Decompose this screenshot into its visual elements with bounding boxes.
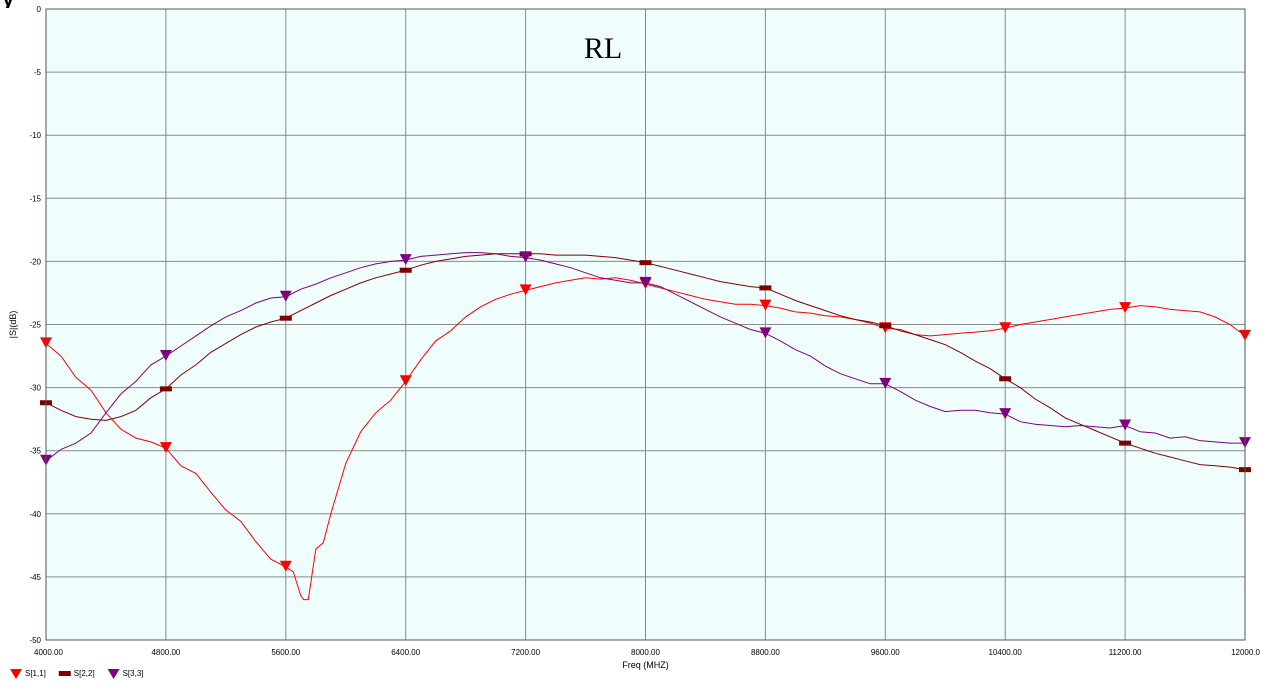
series-marker	[999, 322, 1012, 334]
y-axis-title: |S|(dB)	[8, 311, 18, 339]
x-tick-label: 9600.00	[871, 648, 900, 657]
series-marker	[159, 442, 172, 454]
series-marker	[399, 254, 412, 266]
series-markers	[40, 251, 1251, 572]
y-tick-label: -50	[29, 636, 41, 645]
x-tick-label: 8800.00	[751, 648, 780, 657]
x-tick-label: 8000.00	[631, 648, 660, 657]
legend: S[1,1] S[2,2] S[3,3]	[10, 669, 144, 679]
series-marker	[279, 290, 292, 302]
y-tick-label: -35	[29, 447, 41, 456]
legend-marker-1	[10, 669, 22, 679]
x-tick-label: 10400.00	[989, 648, 1023, 657]
series-marker	[639, 260, 652, 266]
series-marker	[759, 285, 772, 291]
y-tick-label: -5	[34, 68, 42, 77]
series-line-1	[45, 277, 1246, 601]
series-marker	[999, 408, 1012, 420]
series-marker	[1119, 419, 1132, 431]
series-marker	[399, 267, 412, 273]
series-marker	[279, 560, 292, 572]
cropped-header-glyph: y	[2, 0, 24, 8]
y-tick-label: 0	[37, 5, 42, 14]
legend-marker-2	[58, 671, 71, 676]
series-marker	[759, 327, 772, 339]
y-tick-labels: 0 -5 -10 -15 -20 -25 -30 -35 -40 -45 -50	[29, 5, 41, 645]
y-tick-label: -15	[29, 194, 41, 203]
series-marker	[519, 284, 532, 296]
x-tick-label: 11200.00	[1109, 648, 1142, 657]
legend-label-3: S[3,3]	[123, 669, 144, 678]
x-tick-label: 7200.00	[511, 648, 540, 657]
series-marker	[1119, 440, 1132, 446]
x-axis-title: Freq (MHZ)	[622, 660, 669, 670]
y-tick-label: -40	[29, 510, 41, 519]
legend-marker-3	[107, 669, 120, 679]
series-marker	[279, 315, 292, 321]
series-marker	[639, 276, 652, 288]
x-tick-label: 5600.00	[271, 648, 300, 657]
y-tick-label: -45	[29, 573, 41, 582]
series-marker	[1119, 302, 1132, 314]
series-marker	[399, 375, 412, 387]
series-marker	[159, 350, 172, 362]
x-tick-label: 12000.0	[1231, 648, 1260, 657]
y-tick-label: -10	[29, 131, 41, 140]
legend-label-2: S[2,2]	[74, 669, 95, 678]
series-marker	[159, 386, 172, 392]
x-tick-labels: 4000.00 4800.00 5600.00 6400.00 7200.00 8000.…	[34, 648, 1261, 657]
y-tick-label: -30	[29, 384, 41, 393]
series-marker	[879, 323, 892, 329]
y-tick-label: -25	[29, 321, 41, 330]
y-tick-label: -20	[29, 257, 41, 266]
plot-frame	[45, 8, 1246, 641]
x-tick-label: 4000.00	[34, 648, 63, 657]
chart-title: RL	[584, 32, 622, 65]
series-marker	[999, 376, 1012, 382]
series-marker	[879, 377, 892, 389]
series-marker	[519, 251, 532, 263]
x-tick-label: 4800.00	[151, 648, 180, 657]
legend-label-1: S[1,1]	[25, 669, 46, 678]
x-tick-label: 6400.00	[391, 648, 420, 657]
series-marker	[759, 299, 772, 311]
